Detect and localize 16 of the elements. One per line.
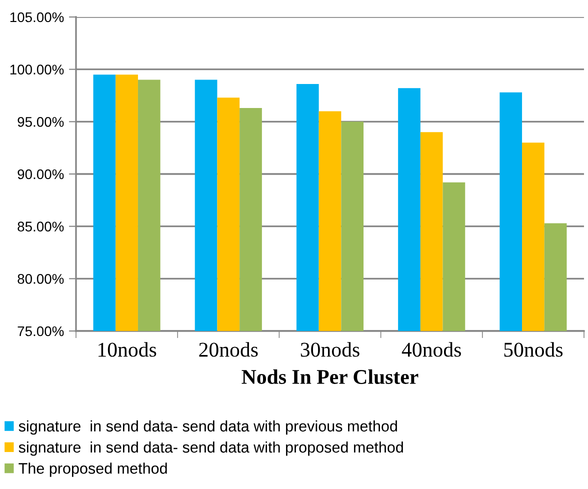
y-tick-label: 100.00% xyxy=(10,64,64,75)
y-tick-label: 90.00% xyxy=(18,169,64,180)
x-axis-title: Nods In Per Cluster xyxy=(242,369,418,384)
y-tick-label: 80.00% xyxy=(18,274,64,284)
legend-label: signature in send data- send data with proposed method xyxy=(18,441,403,456)
legend-label: The proposed method xyxy=(18,462,167,477)
x-tick-label: 30nods xyxy=(300,342,360,357)
y-tick-label: 85.00% xyxy=(18,222,64,232)
x-tick-label: 50nods xyxy=(504,342,563,357)
y-tick-label: 75.00% xyxy=(18,326,64,336)
x-tick-label: 10nods xyxy=(98,342,156,357)
y-tick-label: 105.00% xyxy=(10,12,64,22)
x-tick-label: 40nods xyxy=(402,342,461,357)
x-tick-label: 20nods xyxy=(199,342,258,357)
legend-label: signature in send data- send data with previous method xyxy=(18,420,397,435)
y-tick-label: 95.00% xyxy=(18,117,64,127)
